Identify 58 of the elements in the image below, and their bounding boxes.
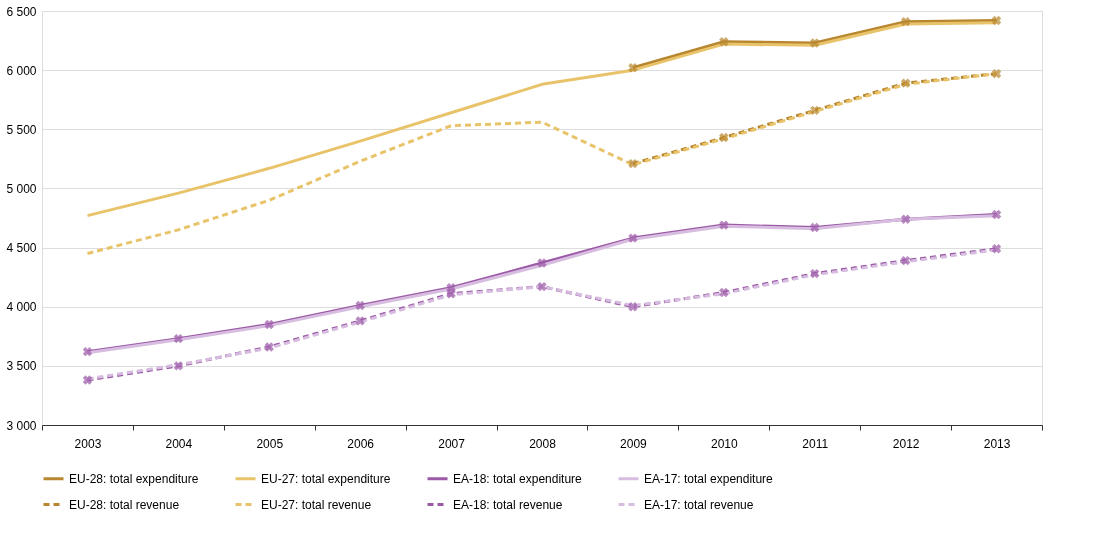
x-tick-label: 2013 bbox=[983, 436, 1011, 451]
y-tick-label: 4 000 bbox=[6, 300, 37, 315]
point bbox=[810, 105, 820, 116]
legend-label: EA-18: total revenue bbox=[453, 497, 563, 512]
y-tick-label: 3 000 bbox=[6, 418, 37, 433]
point bbox=[264, 342, 274, 352]
legend-label: EA-18: total expenditure bbox=[453, 471, 583, 486]
point bbox=[900, 214, 911, 224]
legend-label: EU-28: total expenditure bbox=[69, 471, 199, 486]
legend-label: EU-28: total revenue bbox=[69, 497, 180, 512]
x-tick-label: 2005 bbox=[256, 436, 284, 451]
x-tick-label: 2004 bbox=[165, 436, 193, 451]
point bbox=[991, 209, 1002, 220]
legend-label: EA-17: total expenditure bbox=[644, 471, 774, 486]
y-tick-label: 6 000 bbox=[6, 63, 37, 78]
x-tick-label: 2011 bbox=[802, 436, 829, 451]
point bbox=[355, 300, 365, 311]
y-tick-label: 4 500 bbox=[6, 241, 37, 256]
x-tick-label: 2003 bbox=[74, 436, 102, 451]
legend-label: EU-27: total revenue bbox=[261, 497, 372, 512]
x-tick-label: 2010 bbox=[710, 436, 738, 451]
point bbox=[991, 15, 1002, 26]
point bbox=[628, 63, 638, 73]
y-tick-label: 6 500 bbox=[6, 4, 37, 19]
point bbox=[264, 319, 274, 330]
x-tick-label: 2009 bbox=[620, 436, 648, 451]
point bbox=[991, 244, 1002, 254]
point bbox=[900, 16, 911, 27]
point bbox=[719, 220, 729, 230]
x-tick-label: 2008 bbox=[529, 436, 557, 451]
x-tick-label: 2007 bbox=[438, 436, 466, 451]
point bbox=[537, 258, 547, 268]
y-tick-label: 5 000 bbox=[6, 181, 37, 196]
x-tick-label: 2006 bbox=[347, 436, 375, 451]
point bbox=[900, 78, 911, 88]
point bbox=[900, 255, 911, 266]
point bbox=[173, 361, 184, 371]
point bbox=[719, 37, 729, 47]
point bbox=[810, 222, 820, 233]
point bbox=[991, 69, 1002, 79]
point bbox=[719, 287, 729, 298]
point bbox=[446, 289, 456, 299]
point bbox=[628, 302, 638, 312]
point bbox=[537, 281, 547, 292]
legend-label: EU-27: total expenditure bbox=[261, 471, 391, 486]
point bbox=[82, 346, 93, 357]
point bbox=[628, 233, 638, 243]
point bbox=[810, 38, 820, 48]
point bbox=[810, 268, 820, 279]
point bbox=[719, 132, 729, 143]
legend-label: EA-17: total revenue bbox=[644, 497, 754, 512]
point bbox=[628, 158, 638, 169]
point bbox=[173, 333, 184, 344]
point bbox=[82, 375, 93, 385]
y-tick-label: 3 500 bbox=[6, 359, 37, 374]
x-tick-label: 2012 bbox=[892, 436, 920, 451]
y-tick-label: 5 500 bbox=[6, 122, 37, 137]
point bbox=[355, 316, 365, 326]
